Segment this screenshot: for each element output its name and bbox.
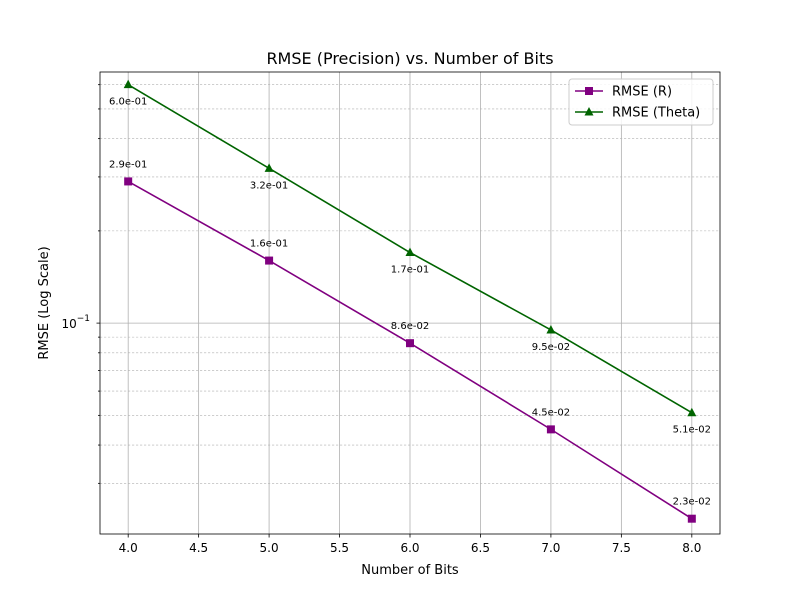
data-point-theta (123, 79, 133, 89)
x-tick-label: 5.5 (330, 541, 349, 555)
data-label-r: 1.6e-01 (250, 239, 288, 250)
x-tick-label: 6.5 (471, 541, 490, 555)
series-layer (123, 79, 697, 523)
x-tick-label: 8.0 (682, 541, 701, 555)
data-point-r (546, 425, 555, 434)
data-point-theta (687, 407, 697, 417)
data-point-theta (264, 163, 274, 172)
data-label-theta: 1.7e-01 (391, 265, 429, 276)
legend-label-r: RMSE (R) (612, 85, 672, 100)
data-label-r: 4.5e-02 (532, 407, 570, 418)
legend-box (568, 78, 714, 126)
data-point-theta (546, 324, 556, 334)
grid (100, 72, 720, 534)
y-axis-label: RMSE (Log Scale) (37, 246, 52, 359)
data-label-r: 2.3e-02 (673, 497, 711, 508)
x-axis-label: Number of Bits (361, 563, 459, 578)
data-point-theta (405, 247, 415, 257)
data-label-theta: 6.0e-01 (109, 97, 147, 108)
x-tick-label: 7.5 (612, 541, 631, 555)
data-label-r: 8.6e-02 (391, 321, 429, 332)
data-label-theta: 9.5e-02 (532, 342, 570, 353)
data-label-r: 2.9e-01 (109, 159, 147, 170)
data-point-r (687, 514, 696, 523)
x-tick-label: 4.5 (189, 541, 208, 555)
x-tick-label: 5.0 (260, 541, 279, 555)
legend-marker-r (585, 87, 593, 95)
x-tick-label: 4.0 (119, 541, 138, 555)
data-label-theta: 3.2e-01 (250, 180, 288, 191)
x-tick-label: 6.0 (400, 541, 419, 555)
y-tick-label: 10−1 (61, 314, 90, 331)
data-label-theta: 5.1e-02 (673, 425, 711, 436)
chart-title: RMSE (Precision) vs. Number of Bits (266, 49, 553, 68)
axis-ticks: 4.0 4.5 5.0 5.5 6.0 6.5 7.0 7.5 8.0 10−1 (61, 84, 701, 555)
legend-label-theta: RMSE (Theta) (612, 106, 700, 121)
legend-marker-theta (584, 107, 594, 116)
data-point-r (406, 339, 414, 348)
data-point-r (265, 256, 274, 265)
x-tick-label: 7.0 (541, 541, 560, 555)
data-labels: 2.9e-01 1.6e-01 8.6e-02 4.5e-02 2.3e-02 6.0e-… (109, 97, 711, 508)
legend: RMSE (R) RMSE (Theta) (568, 78, 714, 126)
data-point-r (124, 177, 133, 186)
